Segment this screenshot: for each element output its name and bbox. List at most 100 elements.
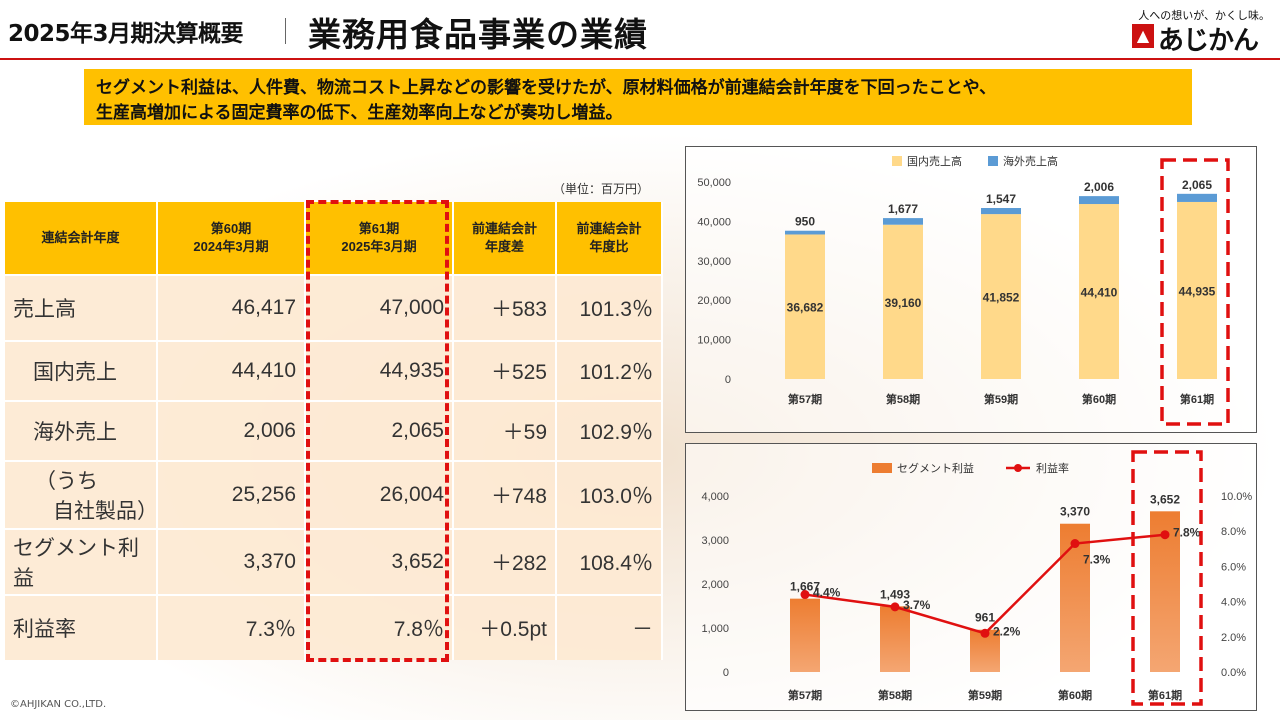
bar-overseas (1079, 196, 1119, 205)
value-cell: 3,652 (305, 528, 454, 595)
x-tick-label: 第58期 (878, 688, 912, 702)
value-cell: 26,004 (305, 460, 454, 529)
row-label-text: セグメント利益 (13, 537, 139, 590)
table-row: 海外売上 2,006 2,065 ＋59 102.9％ (5, 400, 663, 461)
bar-domestic (785, 234, 825, 379)
y-left-tick-label: 0 (723, 667, 729, 679)
y-tick-label: 50,000 (697, 177, 731, 189)
value-cell: ＋525 (453, 340, 557, 401)
table-row: セグメント利益 3,370 3,652 ＋282 108.4％ (5, 528, 663, 595)
profit-chart-panel: 0 1,000 2,000 3,000 4,000 0.0% 2.0% 4.0% 6.0% 8.0… (685, 443, 1257, 711)
highlight-frame-fy61-profit (1131, 450, 1203, 706)
header-text: 2024年3月期 (193, 239, 269, 254)
x-tick-label: 第59期 (968, 688, 1002, 702)
legend-label-overseas: 海外売上高 (1003, 154, 1058, 168)
x-tick-label: 第60期 (1082, 392, 1116, 406)
value-cell: ＋59 (453, 400, 557, 461)
data-label-overseas: 1,547 (986, 192, 1016, 206)
x-tick-label: 第61期 (1148, 688, 1182, 702)
bar-overseas (981, 208, 1021, 215)
x-tick-label: 第58期 (886, 392, 920, 406)
row-label-text: 海外売上 (33, 421, 117, 444)
row-label-text: 国内売上 (33, 361, 117, 384)
header-text: 前連結会計 (576, 221, 642, 236)
data-label-domestic: 36,682 (787, 301, 824, 315)
row-label-text: 利益率 (13, 618, 76, 641)
y-left-tick-label: 3,000 (701, 535, 729, 547)
table-header-cell: 前連結会計 年度差 (453, 202, 557, 275)
legend-label-margin: 利益率 (1036, 461, 1069, 475)
y-tick-label: 10,000 (697, 335, 731, 347)
row-label: 国内売上 (5, 340, 158, 401)
table-header-row: 連結会計年度 第60期 2024年3月期 第61期 2025年3月期 前連結会計 年度差 前連… (5, 202, 663, 275)
value-cell: － (556, 594, 663, 660)
unit-label: （単位：百万円） (553, 182, 650, 196)
value-cell: 44,935 (305, 340, 454, 401)
logo-mark-icon: ▲ (1132, 24, 1154, 48)
header-text: 前連結会計 (471, 221, 537, 236)
header-text: 2025年3月期 (341, 239, 417, 254)
data-label-overseas: 950 (795, 215, 815, 229)
x-tick-label: 第57期 (788, 392, 822, 406)
y-tick-label: 40,000 (697, 216, 731, 228)
bar-domestic (1079, 204, 1119, 379)
bar-domestic (981, 214, 1021, 379)
value-cell: 2,065 (305, 400, 454, 461)
value-cell: ＋748 (453, 460, 557, 529)
value-cell: 2,006 (157, 400, 306, 461)
value-cell: 101.2％ (556, 340, 663, 401)
legend-label-profit: セグメント利益 (897, 461, 974, 475)
data-label-margin: 3.7% (903, 598, 931, 612)
value-cell: ＋583 (453, 274, 557, 341)
callout-line-1: セグメント利益は、人件費、物流コスト上昇などの影響を受けたが、原材料価格が前連結… (96, 78, 997, 98)
data-label-margin: 7.8% (1173, 526, 1201, 540)
table-row: 国内売上 44,410 44,935 ＋525 101.2％ (5, 340, 663, 401)
data-label-profit: 3,652 (1150, 492, 1180, 506)
sales-chart-panel: 0 10,000 20,000 30,000 40,000 50,000 36,682 950… (685, 146, 1257, 433)
header-text: 連結会計年度 (41, 230, 120, 245)
data-label-overseas: 2,006 (1084, 180, 1114, 194)
value-cell: 3,370 (157, 528, 306, 595)
page-title: 業務用食品事業の業績 (308, 15, 648, 54)
value-cell: 103.0％ (556, 460, 663, 529)
header-text: 第60期 (210, 221, 252, 236)
row-label-text: （うち (35, 470, 98, 493)
copyright: ©AHJIKAN CO.,LTD. (10, 699, 107, 710)
bar-domestic (883, 224, 923, 379)
y-right-tick-label: 2.0% (1221, 632, 1246, 644)
sales-stacked-bar-chart: 0 10,000 20,000 30,000 40,000 50,000 36,682 950… (697, 154, 1230, 426)
summary-callout: セグメント利益は、人件費、物流コスト上昇などの影響を受けたが、原材料価格が前連結… (84, 69, 1192, 125)
bar-overseas (1177, 193, 1217, 202)
data-label-domestic: 41,852 (983, 291, 1020, 305)
data-label-margin: 4.4% (813, 586, 841, 600)
data-label-profit: 1,493 (880, 587, 910, 601)
value-cell: 7.3％ (157, 594, 306, 660)
value-cell: 25,256 (157, 460, 306, 529)
period-title: 2025年3月期決算概要 (8, 21, 244, 47)
results-table: 連結会計年度 第60期 2024年3月期 第61期 2025年3月期 前連結会計 年度差 前連… (5, 202, 663, 660)
x-tick-label: 第59期 (984, 392, 1018, 406)
data-label-profit: 3,370 (1060, 505, 1090, 519)
profit-bar-line-chart: 0 1,000 2,000 3,000 4,000 0.0% 2.0% 4.0% 6.0% 8.0… (701, 450, 1252, 706)
y-left-tick-label: 4,000 (701, 491, 729, 503)
y-tick-label: 30,000 (697, 256, 731, 268)
y-left-tick-label: 2,000 (701, 579, 729, 591)
table-header-cell: 第61期 2025年3月期 (305, 202, 454, 275)
callout-line-2: 生産高増加による固定費率の低下、生産効率向上などが奏功し増益。 (96, 103, 623, 123)
x-tick-label: 第61期 (1180, 392, 1214, 406)
x-tick-label: 第60期 (1058, 688, 1092, 702)
legend-swatch-overseas (988, 156, 998, 166)
row-label: セグメント利益 (5, 528, 158, 595)
y-right-tick-label: 8.0% (1221, 526, 1246, 538)
legend-marker-margin (1014, 464, 1022, 472)
value-cell: 101.3％ (556, 274, 663, 341)
data-label-profit: 1,667 (790, 580, 820, 594)
data-label-domestic: 44,410 (1081, 286, 1118, 300)
x-tick-label: 第57期 (788, 688, 822, 702)
data-label-overseas: 2,065 (1182, 178, 1212, 192)
y-right-tick-label: 4.0% (1221, 597, 1246, 609)
value-cell: 102.9％ (556, 400, 663, 461)
value-cell: 108.4％ (556, 528, 663, 595)
y-left-tick-label: 1,000 (701, 623, 729, 635)
table-row: （うち 自社製品） 25,256 26,004 ＋748 103.0％ (5, 460, 663, 529)
